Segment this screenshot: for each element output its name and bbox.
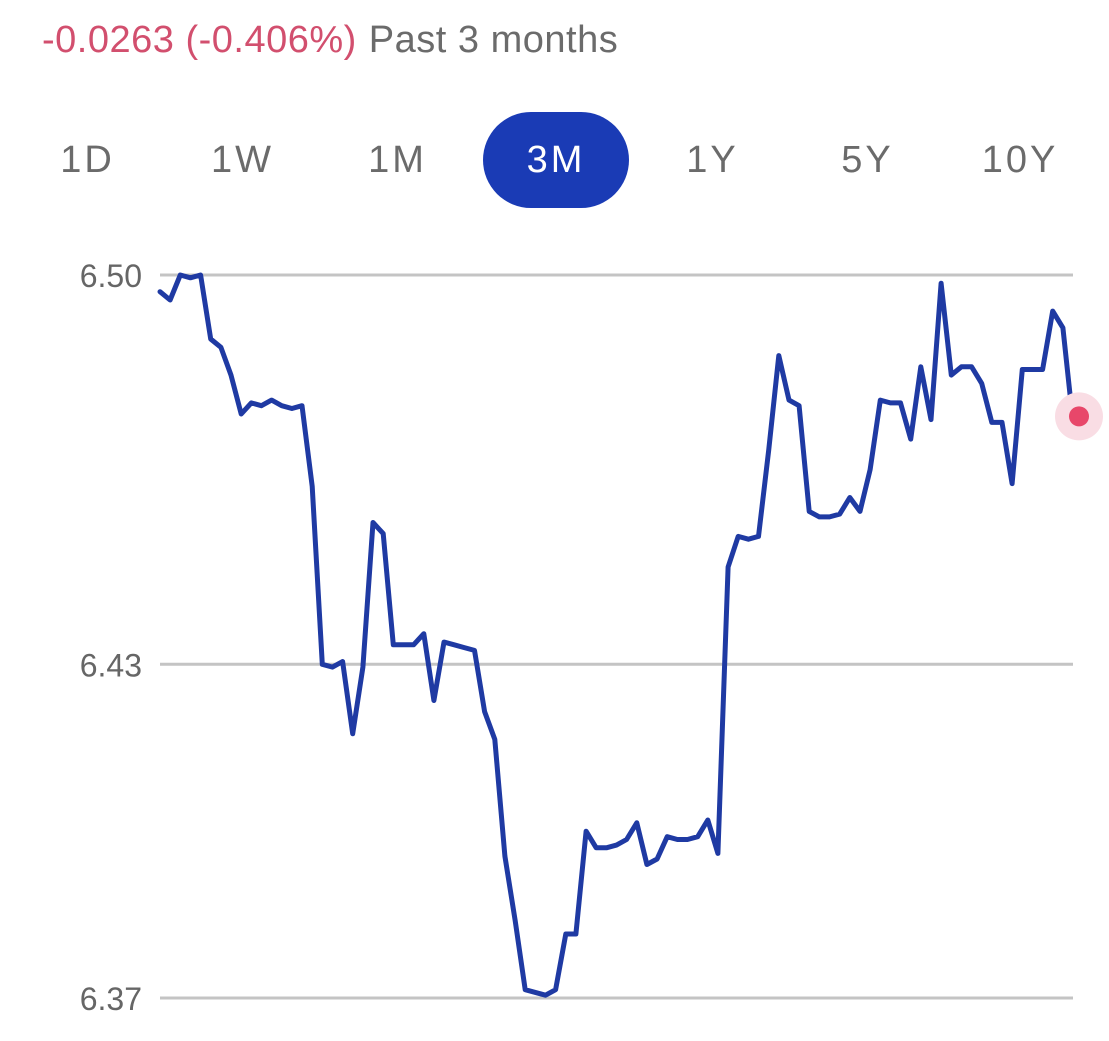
range-tab-10y[interactable]: 10Y xyxy=(981,139,1059,181)
price-change-value: -0.0263 (-0.406%) xyxy=(42,19,357,61)
period-label: Past 3 months xyxy=(368,19,619,61)
range-tab-1w[interactable]: 1W xyxy=(211,139,274,181)
price-line xyxy=(157,272,1076,998)
range-tab-1d[interactable]: 1D xyxy=(60,139,115,181)
y-gridlines xyxy=(160,273,1073,1000)
range-tab-3m[interactable]: 3M xyxy=(483,112,629,208)
y-tick-label: 6.37 xyxy=(80,981,142,1017)
time-range-selector: 1D 1W 1M 3M 1Y 5Y 10Y xyxy=(30,112,1109,208)
last-price-marker xyxy=(1055,392,1103,441)
y-axis-labels: 6.50 6.43 6.37 xyxy=(80,258,142,1017)
y-tick-label: 6.50 xyxy=(80,258,142,294)
price-series xyxy=(157,272,1076,998)
range-tab-1y[interactable]: 1Y xyxy=(686,139,739,181)
range-tab-5y[interactable]: 5Y xyxy=(841,139,894,181)
y-tick-label: 6.43 xyxy=(80,647,142,683)
price-change-summary: -0.0263 (-0.406%) Past 3 months xyxy=(42,12,618,68)
range-tab-1m[interactable]: 1M xyxy=(368,139,427,181)
exchange-rate-chart: 6.50 6.43 6.37 xyxy=(80,258,1103,1017)
last-point-dot xyxy=(1069,406,1089,427)
